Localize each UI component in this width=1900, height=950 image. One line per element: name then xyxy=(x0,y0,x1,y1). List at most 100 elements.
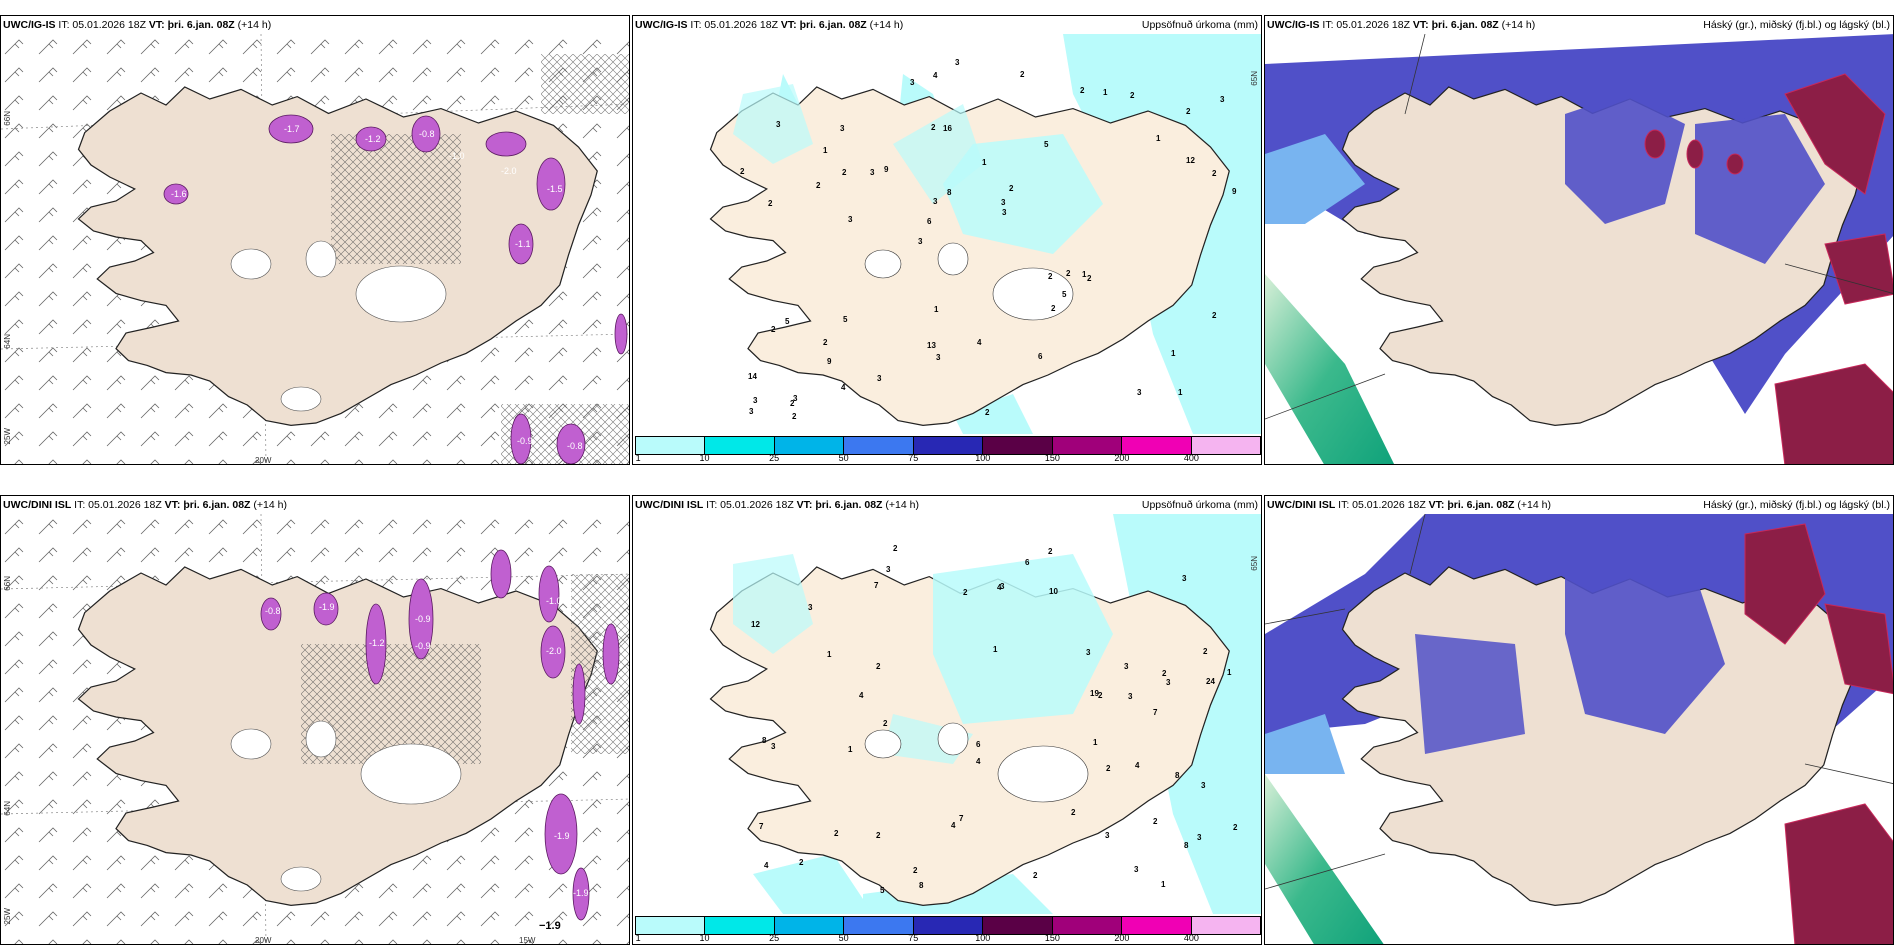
precip-value-label: 2 xyxy=(834,829,839,838)
valid-time: VT: þri. 6.jan. 08Z xyxy=(780,19,867,31)
temp-label: -2.0 xyxy=(546,646,562,656)
colorbar-label: 75 xyxy=(908,933,919,943)
field-title: Uppsöfnuð úrkoma (mm) xyxy=(1141,499,1258,511)
precip-value-label: 24 xyxy=(1206,677,1215,686)
temp-label: -1.9 xyxy=(319,602,335,612)
precip-value-label: 2 xyxy=(1009,184,1014,193)
precip-value-label: 2 xyxy=(1071,808,1076,817)
precip-value-label: 2 xyxy=(876,831,881,840)
precip-value-label: 2 xyxy=(1106,764,1111,773)
temp-label: -1.9 xyxy=(554,831,570,841)
panel-header: UWC/DINI ISL IT: 05.01.2026 18Z VT: þri.… xyxy=(633,496,1261,514)
valid-time: VT: þri. 6.jan. 08Z xyxy=(148,19,235,31)
temp-label: -1.6 xyxy=(171,189,187,199)
temp-label: -1.9 xyxy=(573,888,589,898)
precip-value-label: 2 xyxy=(1212,311,1217,320)
precip-value-label: 2 xyxy=(963,588,968,597)
colorbar-swatch xyxy=(913,437,984,454)
precip-value-label: 3 xyxy=(1197,833,1202,842)
colorbar-swatches xyxy=(635,436,1261,455)
precip-value-label: 1 xyxy=(1161,880,1166,889)
precip-value-label: 2 xyxy=(1098,691,1103,700)
precip-value-label: 2 xyxy=(799,858,804,867)
precip-value-label: 6 xyxy=(927,217,932,226)
init-time: IT: 05.01.2026 18Z xyxy=(706,499,794,511)
precip-value-label: 8 xyxy=(1175,771,1180,780)
colorbar-label: 100 xyxy=(975,933,991,943)
precip-value-label: 2 xyxy=(823,338,828,347)
colorbar-label: 75 xyxy=(908,453,919,463)
lon-label-20w: 20W xyxy=(255,936,272,945)
precip-value-label: 3 xyxy=(1134,865,1139,874)
precip-value-label: 2 xyxy=(1153,817,1158,826)
colorbar-label: 200 xyxy=(1114,453,1130,463)
colorbar-label: 150 xyxy=(1044,453,1060,463)
colorbar-label: 10 xyxy=(699,933,710,943)
colorbar-swatches xyxy=(635,916,1261,935)
temp-label: -0.8 xyxy=(419,129,435,139)
lon-label-15w: 15W xyxy=(519,936,536,945)
temp-label: -1.2 xyxy=(369,638,385,648)
precip-value-label: 12 xyxy=(751,620,760,629)
map-precip: 1223532159149162234921261333253112322423… xyxy=(709,34,1261,434)
colorbar-labels: 1 10 25 50 75 100 150 200 400 xyxy=(635,933,1261,944)
precip-value-label: 4 xyxy=(859,691,864,700)
colorbar-label: 400 xyxy=(1183,453,1199,463)
temp-label: -1.7 xyxy=(284,124,300,134)
precip-value-label: 14 xyxy=(748,372,757,381)
precip-value-label: 2 xyxy=(1020,70,1025,79)
precip-value-label: 2 xyxy=(883,719,888,728)
precip-value-label: 9 xyxy=(827,357,832,366)
panel-precip-bottom: UWC/DINI ISL IT: 05.01.2026 18Z VT: þri.… xyxy=(632,495,1262,945)
precip-value-label: 1 xyxy=(993,645,998,654)
precip-value-label: 2 xyxy=(771,325,776,334)
lead-time: (+14 h) xyxy=(237,19,272,31)
precip-value-label: 1 xyxy=(823,146,828,155)
map-temp-wind: -1.6 -1.7 -1.2 -0.8 -1.0 -2.0 -1.5 -1.1 … xyxy=(1,34,629,464)
model-name: UWC/DINI ISL xyxy=(635,499,704,511)
precip-value-label: 2 xyxy=(1186,107,1191,116)
precip-value-label: 2 xyxy=(1033,871,1038,880)
precip-value-label: 8 xyxy=(919,881,924,890)
temp-label: -1.1 xyxy=(515,239,531,249)
colorbar-label: 1 xyxy=(635,453,641,463)
lead-time: (+14 h) xyxy=(1501,19,1536,31)
precip-value-label: 1 xyxy=(1171,349,1176,358)
precip-value-label: 3 xyxy=(1166,678,1171,687)
colorbar-swatch xyxy=(1122,437,1192,454)
precip-value-label: 3 xyxy=(877,374,882,383)
colorbar-swatch xyxy=(983,917,1053,934)
precip-value-label: 7 xyxy=(959,814,964,823)
precip-value-label: 3 xyxy=(1182,574,1187,583)
temp-label: -0.9 xyxy=(415,641,431,651)
precip-value-label: 4 xyxy=(977,338,982,347)
colorbar-label: 50 xyxy=(838,453,849,463)
precip-value-label: 6 xyxy=(1038,352,1043,361)
lon-label-25w: 25W xyxy=(3,908,12,925)
colorbar-swatch xyxy=(705,917,775,934)
precip-value-label: 7 xyxy=(759,822,764,831)
colorbar-label: 50 xyxy=(838,933,849,943)
colorbar-labels: 1 10 25 50 75 100 150 200 400 xyxy=(635,453,1261,464)
precip-value-label: 2 xyxy=(1203,647,1208,656)
lat-label-65n: 65N xyxy=(1250,71,1259,86)
precip-value-label: 7 xyxy=(874,581,879,590)
valid-time: VT: þri. 6.jan. 08Z xyxy=(164,499,251,511)
precip-value-label: 1 xyxy=(1103,88,1108,97)
colorbar-swatch xyxy=(983,437,1053,454)
precip-value-label: 3 xyxy=(793,394,798,403)
precip-value-label: 8 xyxy=(947,188,952,197)
map-clouds xyxy=(1265,34,1893,464)
precip-value-label: 4 xyxy=(841,383,846,392)
precip-value-label: 3 xyxy=(955,58,960,67)
precip-value-label: 3 xyxy=(848,215,853,224)
precip-value-label: 3 xyxy=(910,78,915,87)
precip-value-label: 3 xyxy=(1002,208,1007,217)
field-title: Uppsöfnuð úrkoma (mm) xyxy=(1141,19,1258,31)
precip-value-label: 2 xyxy=(842,168,847,177)
colorbar-label: 400 xyxy=(1183,933,1199,943)
map-temp-wind: -0.8 -1.9 -1.2 -0.9 -0.9 -2.0 -1.9 -1.9 … xyxy=(1,514,629,944)
precip-value-label: 1 xyxy=(848,745,853,754)
precip-value-label: 3 xyxy=(753,396,758,405)
precip-value-label: 1 xyxy=(934,305,939,314)
